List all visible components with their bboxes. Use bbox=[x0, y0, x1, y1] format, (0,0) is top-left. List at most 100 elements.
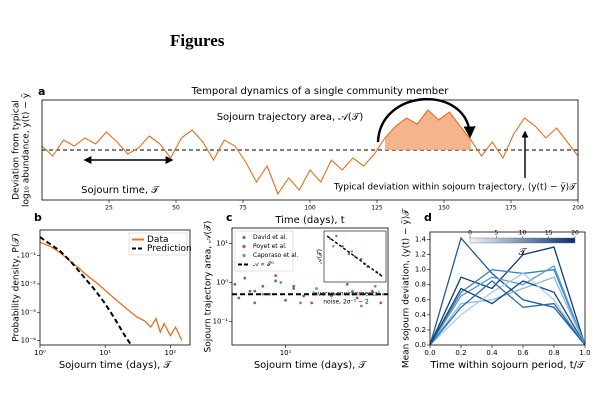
annotation: Sojourn time, 𝒯 bbox=[81, 185, 160, 196]
scatter-point bbox=[355, 296, 359, 300]
series-line bbox=[430, 272, 585, 345]
x-tick-label: 0.6 bbox=[517, 349, 529, 357]
scatter-point bbox=[274, 279, 278, 283]
scatter-point bbox=[274, 274, 278, 278]
axes-frame bbox=[39, 229, 191, 346]
sojourn-area bbox=[385, 110, 471, 150]
scatter-point bbox=[292, 284, 296, 288]
inset-point bbox=[347, 252, 350, 256]
scatter-point bbox=[373, 284, 377, 288]
x-tick-label: 50 bbox=[172, 205, 180, 212]
inset-point bbox=[332, 245, 335, 248]
axes-frame bbox=[429, 231, 586, 346]
scatter-point bbox=[261, 292, 265, 296]
x-tick-label: 10¹ bbox=[280, 349, 292, 357]
x-tick-label: 75 bbox=[239, 205, 247, 212]
scatter-point bbox=[237, 296, 241, 300]
legend-label: Data bbox=[147, 235, 169, 245]
panel-label: a bbox=[38, 85, 45, 98]
x-tick-label: 100 bbox=[304, 205, 316, 212]
scatter-point bbox=[292, 287, 296, 290]
panel-label: c bbox=[226, 211, 233, 224]
scatter-point bbox=[329, 294, 333, 298]
series-line bbox=[40, 236, 132, 345]
x-tick-label: 25 bbox=[105, 205, 113, 212]
y-tick-label: 1.2 bbox=[415, 251, 426, 259]
y-tick-label: 10⁻³ bbox=[21, 308, 37, 316]
annotation: Typical deviation within sojourn traject… bbox=[333, 183, 577, 193]
legend-label: Caporaso et al. bbox=[253, 252, 298, 259]
y-tick-label: 0.8 bbox=[415, 281, 426, 289]
y-tick-label: 0.4 bbox=[415, 311, 427, 319]
y-tick-label: 10⁻⁴ bbox=[21, 337, 37, 345]
x-tick-label: 0.0 bbox=[424, 349, 435, 357]
scatter-point bbox=[314, 287, 318, 290]
colorbar-label: 𝒯 bbox=[519, 247, 528, 258]
y-tick-label: 10¹ bbox=[216, 240, 228, 248]
legend-swatch bbox=[242, 244, 246, 249]
legend-label: David et al. bbox=[253, 234, 288, 241]
scatter-point bbox=[248, 289, 252, 293]
legend-label: Prediction bbox=[147, 244, 192, 254]
x-tick-label: 0.4 bbox=[486, 349, 498, 357]
inset-point bbox=[360, 257, 363, 261]
x-tick-label: 150 bbox=[438, 205, 450, 212]
scatter-point bbox=[253, 289, 257, 293]
x-tick-label: 0.2 bbox=[455, 349, 466, 357]
scatter-point bbox=[302, 294, 306, 298]
colorbar-tick-label: 0 bbox=[468, 230, 472, 237]
y-tick-label: 1.4 bbox=[415, 236, 427, 244]
page-heading: Figures bbox=[170, 31, 225, 50]
annotation: Inverse environmental bbox=[312, 291, 380, 298]
colorbar bbox=[469, 237, 576, 244]
inset-point bbox=[341, 245, 344, 248]
colorbar-tick-label: 20 bbox=[571, 230, 579, 237]
scatter-point bbox=[351, 289, 354, 293]
scatter-point bbox=[333, 292, 336, 296]
series-line bbox=[430, 280, 585, 345]
scatter-point bbox=[310, 301, 314, 305]
y-tick-label: 10⁰ bbox=[216, 279, 228, 287]
y-tick-label: 0.0 bbox=[415, 341, 426, 349]
scatter-point bbox=[379, 301, 383, 305]
colorbar-tick-label: 10 bbox=[519, 230, 527, 237]
y-tick-label: 10⁻¹ bbox=[213, 318, 229, 326]
series-line bbox=[42, 109, 578, 196]
y-axis-label: Mean sojourn deviation, ⟨y(t) − ȳ⟩𝒯 bbox=[402, 208, 412, 368]
legend-swatch bbox=[242, 235, 246, 240]
x-tick-label: 125 bbox=[371, 205, 383, 212]
scatter-point bbox=[279, 281, 283, 284]
y-tick-label: 1.0 bbox=[415, 266, 426, 274]
annotation: Sojourn trajectory area, 𝒜(𝒯) bbox=[217, 112, 364, 123]
scatter-point bbox=[284, 298, 287, 302]
x-axis-label: Time within sojourn period, t/𝒯 bbox=[429, 360, 586, 371]
scatter-point bbox=[233, 282, 237, 286]
x-tick-label: 175 bbox=[505, 205, 517, 212]
scatter-point bbox=[261, 284, 265, 288]
y-tick-label: 10⁻² bbox=[21, 280, 37, 288]
x-axis-label: Sojourn time (days), 𝒯 bbox=[59, 360, 173, 371]
series-line bbox=[430, 280, 585, 345]
inset-point bbox=[335, 234, 338, 238]
chart-title: Temporal dynamics of a single community … bbox=[191, 86, 450, 97]
legend-label: 𝒜 ∝ 𝒯⁰ bbox=[253, 261, 274, 268]
x-tick-label: 200 bbox=[572, 205, 584, 212]
y-tick-label: 0.6 bbox=[415, 296, 427, 304]
series-line bbox=[430, 264, 585, 345]
x-axis-label: Sojourn time (days), 𝒯 bbox=[254, 360, 368, 371]
area-arrow bbox=[376, 98, 476, 143]
y-axis-label: log₁₀ abundance, y(t) − ȳ bbox=[22, 92, 32, 207]
axes-frame bbox=[231, 227, 389, 346]
panel-label: b bbox=[34, 211, 42, 224]
series-line bbox=[430, 236, 585, 345]
x-tick-label: 0.8 bbox=[548, 349, 559, 357]
scatter-point bbox=[370, 289, 374, 293]
scatter-point bbox=[299, 301, 302, 305]
series-line bbox=[430, 268, 585, 345]
inset-point bbox=[329, 237, 332, 240]
legend-label: Poyet et al. bbox=[253, 243, 287, 250]
series-line bbox=[40, 241, 183, 341]
inset-point bbox=[350, 250, 354, 253]
scatter-point bbox=[253, 301, 257, 305]
